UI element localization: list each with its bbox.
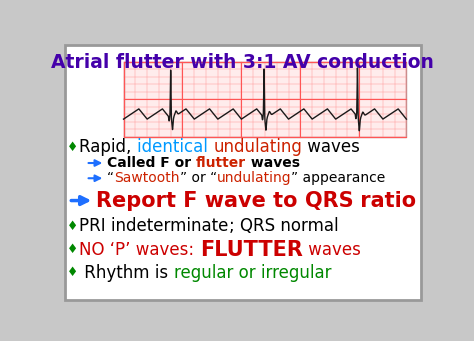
Text: ♦: ♦	[66, 220, 78, 233]
Text: ” appearance: ” appearance	[291, 171, 385, 185]
Text: FLUTTER: FLUTTER	[200, 240, 303, 260]
Text: Report F wave to: Report F wave to	[96, 191, 305, 210]
Text: ♦: ♦	[66, 266, 78, 279]
Text: NO ‘P’ waves:: NO ‘P’ waves:	[80, 241, 200, 259]
Text: ; QRS normal: ; QRS normal	[229, 217, 338, 235]
Text: waves: waves	[246, 156, 300, 170]
Text: regular or irregular: regular or irregular	[174, 264, 331, 282]
FancyBboxPatch shape	[65, 45, 421, 299]
Text: ” or “: ” or “	[180, 171, 217, 185]
Text: Sawtooth: Sawtooth	[114, 171, 180, 185]
Text: QRS: QRS	[305, 191, 353, 210]
Text: Rhythm is: Rhythm is	[80, 264, 174, 282]
Text: undulating: undulating	[217, 171, 291, 185]
Text: waves: waves	[303, 241, 361, 259]
Text: identical: identical	[137, 138, 213, 156]
Text: Atrial flutter with 3:1 AV conduction: Atrial flutter with 3:1 AV conduction	[52, 53, 434, 72]
Text: Called F or: Called F or	[107, 156, 196, 170]
Text: ratio: ratio	[353, 191, 417, 210]
Text: flutter: flutter	[196, 156, 246, 170]
Text: ♦: ♦	[66, 243, 78, 256]
Text: PRI indeterminate: PRI indeterminate	[80, 217, 229, 235]
Text: ♦: ♦	[66, 141, 78, 154]
FancyBboxPatch shape	[124, 62, 406, 137]
Text: waves: waves	[302, 138, 360, 156]
Text: “: “	[107, 171, 114, 185]
Text: undulating: undulating	[213, 138, 302, 156]
Text: Rapid,: Rapid,	[80, 138, 137, 156]
